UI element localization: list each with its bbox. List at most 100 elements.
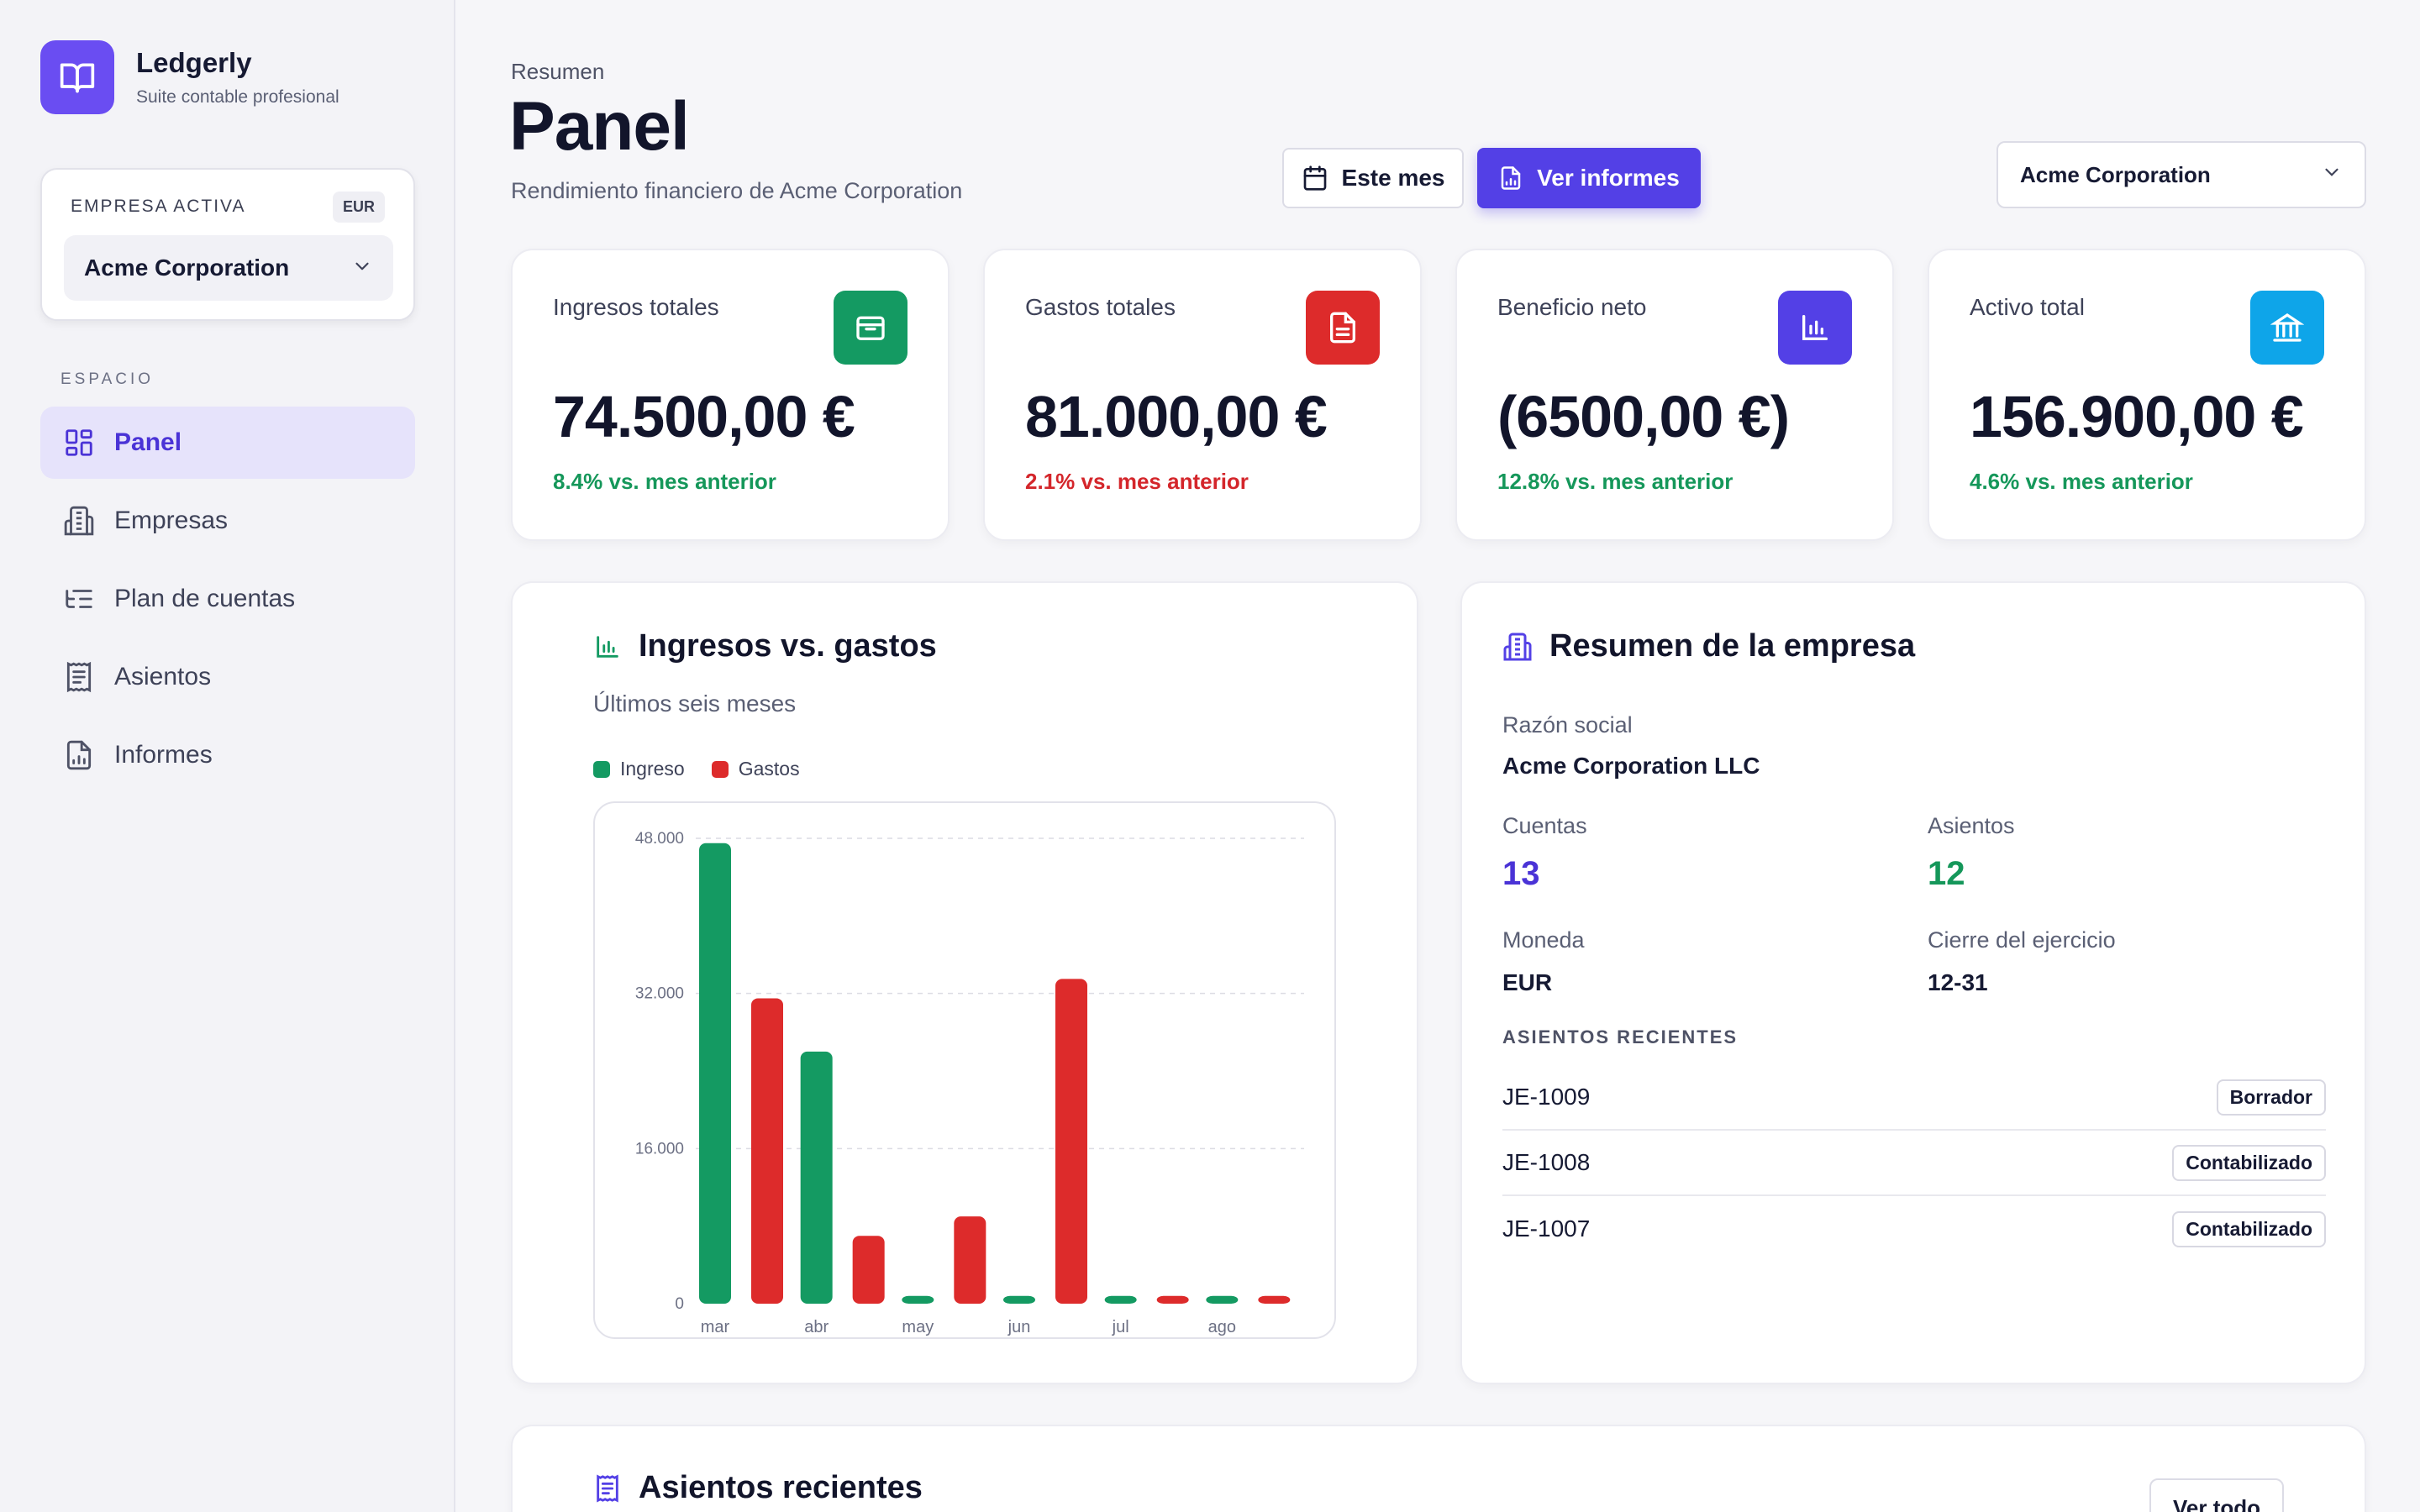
x-tick-label: jul [1112, 1318, 1129, 1336]
file-chart-icon [62, 738, 96, 772]
company-switcher-value: Acme Corporation [2020, 161, 2211, 187]
page-subtitle: Rendimiento financiero de Acme Corporati… [511, 178, 963, 203]
breadcrumb: Resumen [511, 59, 605, 84]
x-tick-label: jun [1007, 1318, 1031, 1336]
brand[interactable]: Ledgerly Suite contable profesional [40, 40, 339, 114]
brand-name: Ledgerly [136, 47, 252, 78]
sidebar-item-label: Informes [114, 741, 213, 769]
sidebar-item-plan-de-cuentas[interactable]: Plan de cuentas [40, 563, 415, 635]
bar-expenses-jun[interactable] [1055, 979, 1087, 1304]
kpi-card-net-profit: Beneficio neto (6500,00 €) 12.8% vs. mes… [1455, 249, 1894, 541]
kpi-label: Ingresos totales [553, 294, 719, 320]
bar-income-abr[interactable] [800, 1051, 833, 1304]
bar-expenses-ago[interactable] [1258, 1295, 1291, 1304]
sidebar: Ledgerly Suite contable profesional EMPR… [0, 0, 455, 1512]
entries-count: 12 [1928, 855, 1965, 892]
bar-chart-icon [1778, 291, 1852, 365]
sidebar-item-informes[interactable]: Informes [40, 719, 415, 791]
recent-entries-heading: ASIENTOS RECIENTES [1502, 1026, 1739, 1047]
kpi-delta: 4.6% vs. mes anterior [1970, 469, 2193, 494]
period-button[interactable]: Este mes [1282, 148, 1464, 208]
recent-entry-row[interactable]: JE-1007 Contabilizado [1502, 1196, 2326, 1262]
bar-income-ago[interactable] [1206, 1295, 1239, 1304]
status-badge: Contabilizado [2172, 1210, 2326, 1247]
accounts-label: Cuentas [1502, 813, 1587, 838]
kpi-delta: 2.1% vs. mes anterior [1025, 469, 1249, 494]
view-all-button[interactable]: Ver todo [2149, 1478, 2284, 1512]
active-company-card: EMPRESA ACTIVA EUR Acme Corporation [40, 168, 415, 321]
building-icon [1502, 632, 1533, 662]
entries-label: Asientos [1928, 813, 2015, 838]
period-button-label: Este mes [1341, 165, 1445, 191]
accounts-count: 13 [1502, 855, 1540, 892]
fiscal-close-label: Cierre del ejercicio [1928, 927, 2116, 953]
legal-name-value: Acme Corporation LLC [1502, 753, 1760, 779]
book-open-icon [40, 40, 114, 114]
y-tick-label: 32.000 [635, 985, 684, 1003]
bar-expenses-abr[interactable] [852, 1236, 885, 1304]
bar-expenses-jul[interactable] [1156, 1295, 1189, 1304]
legend-item-income[interactable]: Ingreso [593, 758, 685, 780]
company-select[interactable]: Acme Corporation [64, 235, 393, 301]
bar-expenses-mar[interactable] [751, 998, 783, 1304]
bar-expenses-may[interactable] [954, 1216, 986, 1304]
y-tick-label: 48.000 [635, 830, 684, 848]
kpi-label: Beneficio neto [1497, 294, 1647, 320]
sidebar-item-label: Panel [114, 428, 182, 456]
kpi-value: 156.900,00 € [1970, 384, 2304, 449]
kpi-label: Gastos totales [1025, 294, 1176, 320]
legal-name-label: Razón social [1502, 712, 1633, 738]
page-title: Panel [509, 88, 690, 165]
bar-income-jul[interactable] [1104, 1295, 1137, 1304]
bar-chart-icon [593, 633, 622, 661]
chart-title-text: Ingresos vs. gastos [639, 628, 937, 664]
recent-entry-row[interactable]: JE-1008 Contabilizado [1502, 1131, 2326, 1196]
receipt-icon [593, 1474, 622, 1503]
income-vs-expenses-panel: Ingresos vs. gastos Últimos seis meses I… [511, 581, 1418, 1384]
kpi-value: 74.500,00 € [553, 384, 855, 449]
chevron-down-icon [2321, 161, 2343, 189]
sidebar-item-label: Empresas [114, 507, 229, 534]
kpi-value: (6500,00 €) [1497, 384, 1790, 449]
company-select-value: Acme Corporation [84, 255, 290, 281]
brand-tagline: Suite contable profesional [136, 87, 339, 107]
nav-section-label: ESPACIO [60, 370, 155, 388]
building-icon [62, 504, 96, 538]
fiscal-close-value: 12-31 [1928, 969, 1988, 995]
x-tick-label: may [902, 1318, 934, 1336]
bank-icon [2250, 291, 2324, 365]
legend-swatch [711, 760, 729, 778]
sidebar-item-label: Asientos [114, 663, 212, 690]
wallet-icon [834, 291, 908, 365]
bar-income-mar[interactable] [699, 843, 731, 1304]
recent-entries-panel: Asientos recientes Ver todo [511, 1425, 2366, 1512]
receipt-icon [62, 660, 96, 694]
currency-value: EUR [1502, 969, 1553, 995]
legend-swatch [593, 760, 610, 778]
legend-item-expenses[interactable]: Gastos [711, 758, 800, 780]
sidebar-item-empresas[interactable]: Empresas [40, 485, 415, 557]
company-title-text: Resumen de la empresa [1549, 628, 1916, 664]
sidebar-item-asientos[interactable]: Asientos [40, 641, 415, 713]
sidebar-nav: Panel Empresas Plan de cuentas Asientos … [40, 407, 415, 797]
view-reports-label: Ver informes [1537, 165, 1680, 191]
chart-panel-title: Ingresos vs. gastos [593, 628, 937, 664]
kpi-card-total-assets: Activo total 156.900,00 € 4.6% vs. mes a… [1928, 249, 2366, 541]
kpi-label: Activo total [1970, 294, 2085, 320]
entry-id: JE-1007 [1502, 1215, 1591, 1242]
list-tree-icon [62, 582, 96, 616]
recent-entry-row[interactable]: JE-1009 Borrador [1502, 1065, 2326, 1131]
sidebar-item-panel[interactable]: Panel [40, 407, 415, 479]
recent-panel-title: Asientos recientes [593, 1470, 923, 1506]
sidebar-item-label: Plan de cuentas [114, 585, 296, 612]
currency-label: Moneda [1502, 927, 1585, 953]
bar-income-may[interactable] [902, 1295, 934, 1304]
bar-chart-svg: 0 16.000 32.000 48.000 mar abr may jun jul ago [635, 830, 1304, 1336]
main-content: Resumen Panel Rendimiento financiero de … [455, 0, 2420, 1512]
company-switcher[interactable]: Acme Corporation [1996, 141, 2366, 208]
kpi-card-income: Ingresos totales 74.500,00 € 8.4% vs. me… [511, 249, 950, 541]
bar-income-jun[interactable] [1003, 1295, 1035, 1304]
view-reports-button[interactable]: Ver informes [1477, 148, 1701, 208]
x-tick-label: ago [1208, 1318, 1236, 1336]
company-summary-panel: Resumen de la empresa Razón social Acme … [1460, 581, 2366, 1384]
